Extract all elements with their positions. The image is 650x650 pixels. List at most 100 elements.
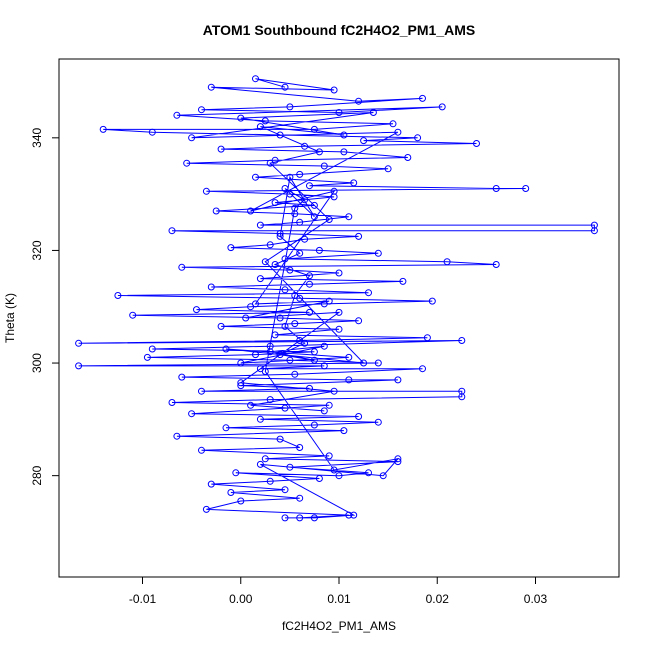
chart-title: ATOM1 Southbound fC2H4O2_PM1_AMS <box>203 22 476 38</box>
data-point <box>306 280 313 288</box>
x-axis: -0.01 0.00 0.01 0.02 0.03 <box>129 576 548 606</box>
data-point <box>306 384 313 392</box>
data-point <box>306 308 313 316</box>
data-point <box>394 455 402 463</box>
data-point <box>261 368 269 375</box>
data-point <box>143 353 151 361</box>
data-point <box>325 401 333 409</box>
data-point <box>252 173 259 181</box>
data-point <box>281 255 289 263</box>
y-tick-label: 320 <box>30 240 44 260</box>
data-point <box>365 289 372 297</box>
data-point <box>202 505 210 513</box>
data-point <box>315 148 323 156</box>
data-point <box>291 320 299 328</box>
data-point <box>286 356 294 364</box>
data-point <box>404 154 412 161</box>
data-point <box>306 182 313 190</box>
data-point <box>443 258 451 266</box>
data-point <box>345 376 353 384</box>
data-point <box>281 404 289 412</box>
data-point <box>193 306 200 314</box>
data-point <box>522 185 530 192</box>
data-point <box>325 297 333 305</box>
data-point <box>266 396 274 404</box>
data-point <box>237 114 245 122</box>
data-point <box>320 342 328 350</box>
data-point <box>202 187 210 195</box>
data-point <box>355 317 363 325</box>
data-point <box>325 216 333 223</box>
series-line <box>78 78 595 519</box>
data-point <box>75 362 83 370</box>
data-point <box>75 339 83 347</box>
data-point <box>114 292 122 299</box>
data-point <box>365 469 372 477</box>
data-point <box>438 103 446 111</box>
data-point <box>296 249 304 257</box>
data-point <box>256 123 264 131</box>
data-point <box>266 241 274 249</box>
data-point <box>173 111 181 119</box>
data-point <box>423 334 431 342</box>
data-point <box>271 199 279 207</box>
data-point <box>129 311 137 319</box>
data-point <box>340 131 348 139</box>
data-point <box>301 142 309 150</box>
data-point <box>286 173 294 181</box>
data-point <box>222 345 230 353</box>
data-point <box>296 218 304 226</box>
data-point <box>492 185 500 192</box>
data-point <box>306 272 313 280</box>
data-point <box>237 382 245 390</box>
data-point <box>217 145 225 153</box>
data-point <box>345 353 353 361</box>
data-point <box>281 286 289 294</box>
data-point <box>320 407 328 415</box>
data-point <box>148 345 156 353</box>
data-point <box>276 230 284 237</box>
data-point <box>281 83 289 91</box>
y-tick-label: 280 <box>30 465 44 485</box>
data-point <box>261 455 269 463</box>
data-point <box>148 128 156 136</box>
data-point <box>458 337 466 344</box>
data-point <box>271 331 279 339</box>
data-point <box>315 246 323 254</box>
data-point <box>276 351 284 359</box>
data-point <box>320 162 328 170</box>
data-point <box>355 232 363 240</box>
data-point <box>198 387 205 395</box>
data-point <box>227 244 235 252</box>
data-point <box>252 300 259 308</box>
data-point <box>384 165 392 173</box>
data-point <box>590 227 598 235</box>
data-point <box>261 258 269 266</box>
data-point <box>428 297 436 305</box>
x-tick-label: 0.02 <box>426 592 450 606</box>
data-point <box>286 463 294 471</box>
data-point <box>310 213 318 221</box>
data-point <box>360 137 368 145</box>
data-point <box>276 232 284 240</box>
y-axis: 280 300 320 340 <box>30 127 60 486</box>
data-point <box>252 75 259 83</box>
data-point <box>237 379 245 387</box>
x-tick-label: 0.03 <box>524 592 548 606</box>
data-point <box>256 275 264 283</box>
data-point <box>374 249 382 257</box>
data-point <box>207 480 215 488</box>
y-tick-label: 300 <box>30 353 44 373</box>
data-point <box>355 413 363 420</box>
data-point <box>394 128 402 136</box>
data-point <box>335 325 343 333</box>
data-point <box>173 432 181 440</box>
data-point <box>291 370 299 378</box>
data-point <box>247 401 255 409</box>
y-axis-label: Theta (K) <box>3 293 17 343</box>
data-point <box>198 106 205 114</box>
data-point <box>99 125 107 133</box>
data-point <box>345 511 353 519</box>
x-tick-label: -0.01 <box>129 592 157 606</box>
data-point <box>261 117 269 125</box>
